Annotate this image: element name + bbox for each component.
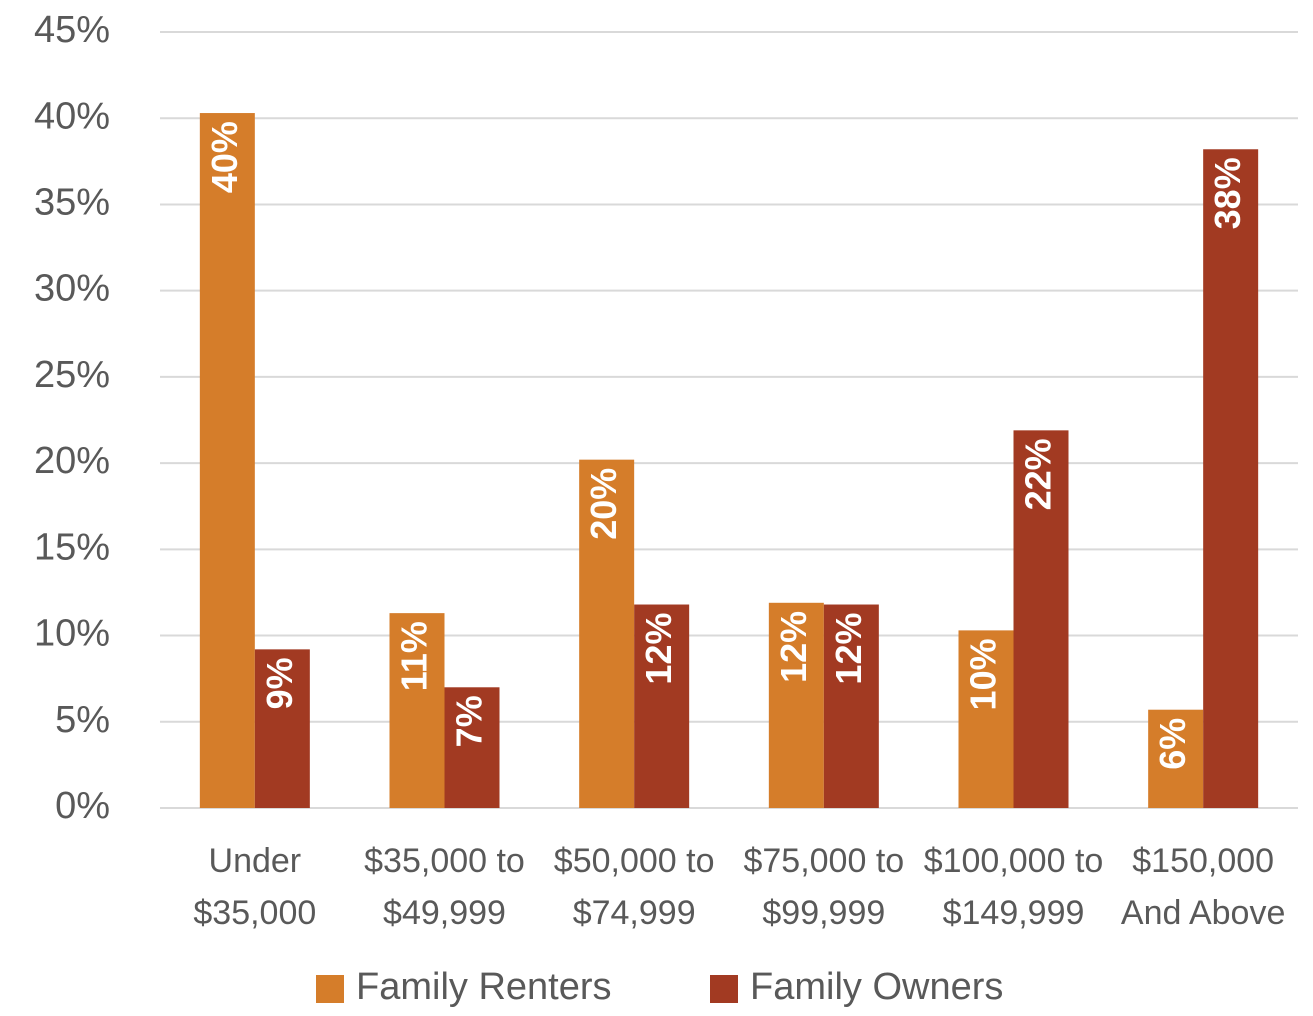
bar [1013, 430, 1069, 808]
data-label: 20% [583, 468, 624, 540]
bar [389, 613, 445, 808]
legend-swatch [710, 975, 738, 1003]
data-label: 12% [773, 611, 814, 683]
y-tick-label: 25% [34, 354, 110, 396]
x-tick-label: $75,000 to $99,999 [743, 842, 905, 932]
y-tick-label: 35% [34, 181, 110, 223]
y-tick-label: 5% [55, 699, 110, 741]
y-tick-label: 45% [34, 9, 110, 51]
data-label: 12% [828, 613, 869, 685]
x-tick-label: $35,000 to $49,999 [364, 842, 525, 932]
bar [634, 604, 690, 808]
bar [1203, 149, 1259, 809]
y-tick-label: 15% [34, 526, 110, 568]
bar [823, 604, 879, 808]
bar [444, 687, 500, 808]
data-label: 6% [1152, 718, 1193, 770]
x-tick-label: $100,000 to $149,999 [923, 842, 1104, 932]
y-tick-label: 40% [34, 95, 110, 137]
bar [768, 602, 824, 808]
data-label: 9% [259, 657, 300, 709]
legend-swatch [316, 975, 344, 1003]
bar [199, 113, 255, 808]
x-tick-label: $50,000 to $74,999 [553, 842, 715, 932]
data-label: 40% [204, 121, 245, 193]
y-tick-label: 0% [55, 785, 110, 827]
data-label: 7% [449, 695, 490, 747]
y-tick-label: 10% [34, 613, 110, 655]
bar [254, 649, 310, 808]
bar [579, 459, 635, 808]
data-label: 38% [1207, 157, 1248, 229]
legend-label: Family Renters [356, 966, 612, 1008]
bar [1148, 709, 1204, 808]
bar [958, 630, 1014, 808]
legend-label: Family Owners [750, 966, 1003, 1008]
data-label: 22% [1018, 438, 1059, 510]
y-tick-label: 20% [34, 440, 110, 482]
data-label: 12% [638, 613, 679, 685]
x-tick-label: Under $35,000 [193, 842, 317, 932]
x-tick-label: $150,000 And Above [1120, 842, 1286, 932]
data-label: 11% [394, 621, 435, 691]
data-label: 10% [963, 638, 1004, 710]
y-tick-label: 30% [34, 268, 110, 310]
